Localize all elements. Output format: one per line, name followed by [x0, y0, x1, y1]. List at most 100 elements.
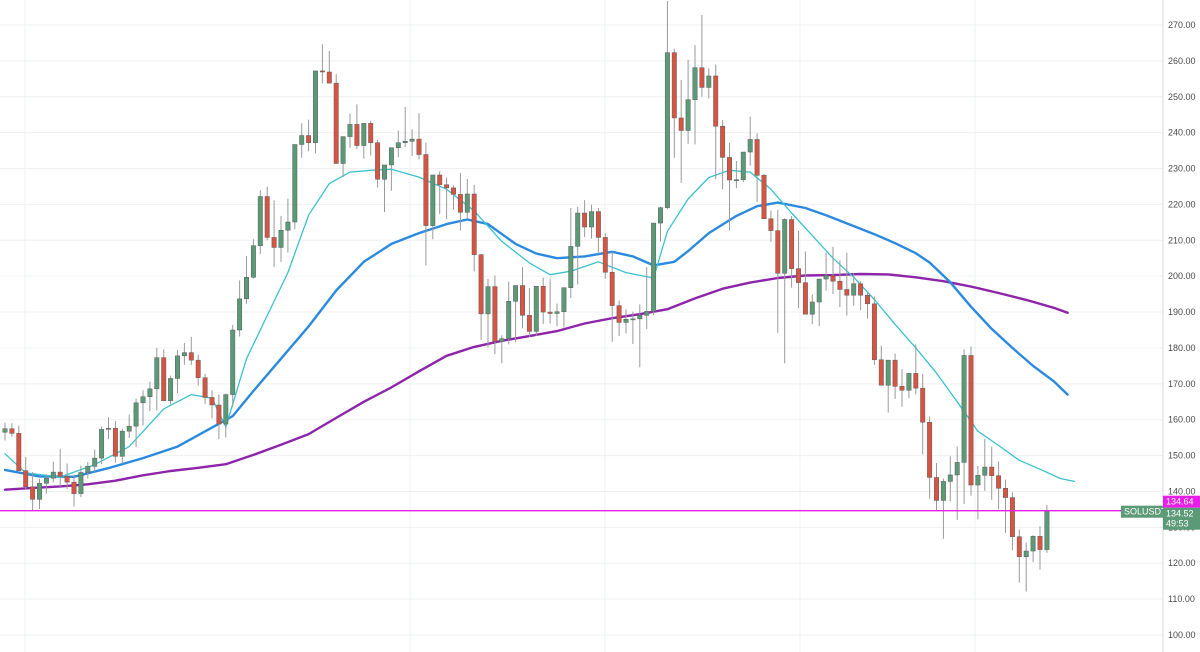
candle-body — [23, 470, 29, 488]
candle-up — [50, 461, 56, 483]
last-price-tag — [1163, 507, 1200, 530]
candle-down — [727, 142, 732, 231]
candle-body — [830, 275, 836, 282]
candle-body — [244, 277, 249, 300]
candle-body — [782, 219, 788, 274]
candle-body — [651, 222, 657, 312]
candle-up — [119, 428, 125, 464]
candle-down — [271, 200, 277, 267]
candle-body — [375, 142, 381, 180]
y-tick-label: 270.00 — [1168, 20, 1196, 30]
candle-body — [1023, 550, 1029, 558]
candle-up — [961, 349, 967, 505]
candle-up — [782, 218, 788, 364]
candle-down — [968, 346, 974, 496]
y-tick-label: 200.00 — [1168, 271, 1196, 281]
candle-body — [271, 237, 277, 248]
candle-body — [347, 124, 353, 137]
candle-down — [23, 457, 29, 489]
candle-up — [685, 59, 691, 144]
candle-body — [595, 211, 601, 238]
candle-body — [851, 283, 857, 296]
candle-body — [968, 355, 974, 486]
candle-down — [699, 14, 705, 97]
candle-body — [416, 138, 422, 155]
candle-up — [954, 446, 960, 520]
candle-up — [464, 178, 470, 219]
candle-down — [216, 394, 222, 440]
candle-up — [382, 164, 387, 212]
candle-body — [492, 286, 498, 342]
candle-body — [37, 482, 42, 500]
candle-up — [885, 359, 891, 413]
candle-body — [85, 466, 91, 473]
candle-body — [112, 428, 118, 457]
candle-body — [464, 193, 470, 213]
candle-body — [78, 472, 84, 494]
candle-body — [568, 246, 574, 288]
y-tick-label: 260.00 — [1168, 56, 1196, 66]
candle-body — [727, 157, 732, 181]
candle-body — [761, 175, 767, 220]
candle-up — [575, 206, 581, 285]
candle-up — [347, 113, 353, 148]
candle-body — [865, 294, 870, 305]
candle-down — [64, 463, 70, 489]
candle-body — [444, 184, 450, 189]
candle-body — [140, 396, 146, 404]
candle-body — [257, 196, 263, 246]
candle-body — [630, 318, 636, 321]
candle-body — [954, 462, 960, 476]
candle-down — [720, 120, 726, 190]
candle-up — [499, 335, 505, 364]
candle-body — [913, 373, 919, 389]
candle-up — [430, 174, 436, 240]
candle-down — [996, 461, 1002, 510]
candle-down — [865, 291, 870, 319]
y-tick-label: 250.00 — [1168, 92, 1196, 102]
candle-down — [713, 64, 719, 180]
candle-up — [982, 438, 988, 491]
candle-body — [892, 359, 898, 387]
candle-body — [92, 457, 98, 467]
candle-body — [9, 428, 15, 434]
candle-body — [423, 154, 429, 226]
candle-body — [526, 315, 532, 332]
y-tick-label: 210.00 — [1168, 235, 1196, 245]
symbol-tag — [1121, 505, 1163, 518]
candle-up — [630, 311, 636, 344]
candle-up — [92, 449, 98, 473]
candle-body — [264, 196, 270, 238]
candle-body — [996, 475, 1002, 489]
candle-body — [161, 357, 167, 401]
candle-down — [306, 119, 312, 152]
candle-body — [678, 117, 684, 131]
candle-body — [747, 139, 753, 153]
y-tick-label: 190.00 — [1168, 307, 1196, 317]
y-tick-label: 110.00 — [1168, 594, 1195, 604]
candle-down — [471, 185, 477, 272]
candle-down — [595, 208, 601, 254]
candle-up — [230, 324, 236, 408]
candle-down — [457, 172, 463, 231]
candle-body — [471, 193, 477, 255]
candle-body — [513, 285, 519, 302]
candle-up — [244, 256, 249, 304]
candle-body — [16, 433, 22, 471]
candle-up — [140, 390, 146, 426]
candle-down — [202, 373, 208, 404]
candle-body — [699, 67, 705, 88]
candle-body — [506, 301, 512, 339]
candle-body — [754, 139, 760, 176]
candle-down — [209, 390, 215, 419]
candle-body — [340, 136, 346, 164]
candle-body — [547, 311, 553, 314]
candle-body — [561, 287, 567, 312]
candle-body — [1037, 536, 1043, 550]
candle-down — [844, 252, 850, 316]
candle-body — [1016, 536, 1022, 558]
y-tick-label: 150.00 — [1168, 451, 1196, 461]
candle-body — [457, 194, 463, 213]
candle-down — [892, 353, 898, 399]
